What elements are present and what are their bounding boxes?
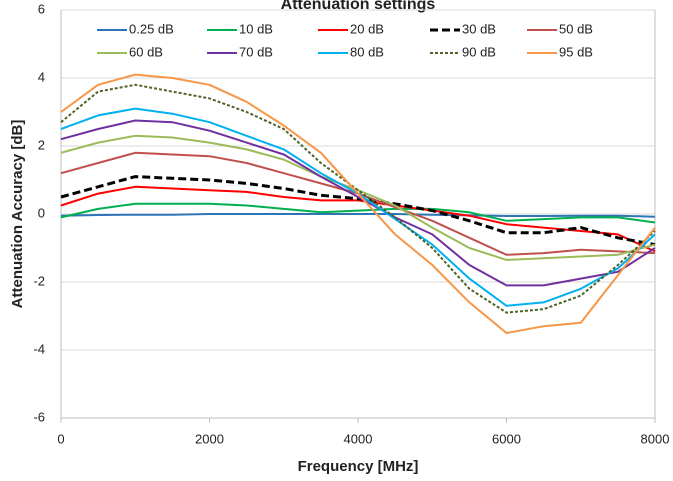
series-line (60, 202, 656, 224)
legend-label: 10 dB (239, 21, 273, 36)
series-line (60, 73, 656, 334)
chart-title: Attenuation settings (281, 0, 436, 13)
series-line (60, 107, 656, 307)
legend-label: 20 dB (350, 21, 384, 36)
x-tick-label: 2000 (195, 431, 224, 446)
series-line (60, 119, 656, 287)
series-line (60, 83, 656, 314)
legend-label: 90 dB (462, 44, 496, 59)
legend-label: 70 dB (239, 44, 273, 59)
legend-label: 0.25 dB (129, 21, 174, 36)
legend-label: 95 dB (559, 44, 593, 59)
y-tick-label: -4 (33, 341, 45, 356)
y-tick-label: 4 (38, 69, 45, 84)
x-tick-label: 0 (57, 431, 64, 446)
y-tick-label: 0 (38, 205, 45, 220)
y-tick-label: 6 (38, 1, 45, 16)
x-axis-title: Frequency [MHz] (298, 458, 419, 475)
y-axis-title: Attenuation Accuracy [dB] (9, 120, 26, 309)
x-tick-label: 6000 (492, 431, 521, 446)
legend-label: 50 dB (559, 21, 593, 36)
legend-label: 30 dB (462, 21, 496, 36)
x-tick-label: 8000 (641, 431, 670, 446)
series-line (60, 213, 656, 218)
y-tick-label: 2 (38, 137, 45, 152)
legend-label: 80 dB (350, 44, 384, 59)
y-tick-label: -2 (33, 273, 45, 288)
series-line (60, 134, 656, 261)
series-line (60, 185, 656, 253)
series-line (60, 175, 656, 247)
legend-label: 60 dB (129, 44, 163, 59)
x-tick-label: 4000 (344, 431, 373, 446)
y-tick-label: -6 (33, 409, 45, 424)
